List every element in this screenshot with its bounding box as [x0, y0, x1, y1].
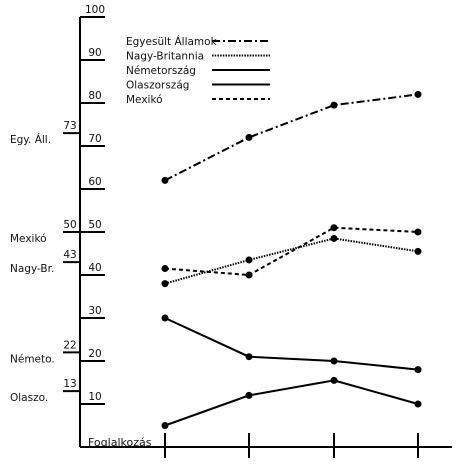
series-line-olaszorszag: [164, 379, 419, 427]
point-nemetorszag-1: [161, 314, 169, 322]
legend-label-nagy-britannia: Nagy-Britannia: [126, 51, 204, 63]
y-tick-label-10: 10: [88, 391, 101, 403]
series-line-mexiko: [164, 226, 419, 277]
point-mexiko-3: [330, 224, 338, 232]
y-tick-label-80: 80: [88, 90, 101, 102]
y-tick-label-30: 30: [88, 305, 101, 317]
legend-label-mexiko: Mexikó: [126, 94, 163, 106]
legend-label-olaszorszag: Olaszország: [126, 80, 189, 92]
axes: 10 20 30 40 50 60 70 80 90 100: [79, 4, 452, 458]
y-tick-label-20: 20: [88, 348, 101, 360]
point-egyesult-allamok-3: [330, 101, 338, 109]
left-marker-label-nemeto: Németo.: [10, 353, 55, 365]
left-marker-value-mexiko: 50: [63, 219, 76, 231]
point-nagy-britannia-4: [414, 247, 422, 255]
point-olaszorszag-2: [245, 391, 253, 399]
left-marker-value-egy-all: 73: [63, 120, 76, 132]
series-line-nagy-britannia: [164, 237, 419, 285]
point-nemetorszag-3: [330, 357, 338, 365]
point-nagy-britannia-1: [161, 280, 169, 288]
series-line-egyesult-allamok: [164, 93, 419, 182]
left-marker-value-nagy-br: 43: [63, 249, 76, 261]
point-olaszorszag-3: [330, 376, 338, 384]
series-line-nemetorszag: [164, 317, 419, 371]
y-tick-label-40: 40: [88, 262, 101, 274]
point-nagy-britannia-2: [245, 256, 253, 264]
left-marker-label-mexiko: Mexikó: [10, 233, 47, 245]
point-egyesult-allamok-1: [161, 176, 169, 184]
point-nemetorszag-2: [245, 353, 253, 361]
y-tick-label-50: 50: [88, 219, 101, 231]
point-olaszorszag-1: [161, 422, 169, 429]
point-egyesult-allamok-4: [414, 90, 422, 98]
legend-label-egyesult-allamok: Egyesült Államok: [126, 35, 218, 48]
series-group: [161, 90, 422, 429]
left-marker-value-olaszo: 13: [63, 378, 76, 390]
point-mexiko-2: [245, 271, 253, 279]
point-nemetorszag-4: [414, 366, 422, 374]
x-axis-label: Foglalkozás: [88, 436, 152, 449]
y-tick-label-60: 60: [88, 176, 101, 188]
y-tick-label-90: 90: [88, 47, 101, 59]
point-mexiko-4: [414, 228, 422, 236]
point-mexiko-1: [161, 265, 169, 273]
left-marker-value-nemeto: 22: [63, 339, 76, 351]
point-egyesult-allamok-2: [245, 133, 253, 141]
left-marker-label-egy-all: Egy. Áll.: [10, 133, 51, 146]
y-tick-label-70: 70: [88, 133, 101, 145]
left-marker-group: 73 Egy. Áll. 50 Mexikó 43 Nagy-Br. 22 Németo. 13…: [10, 120, 80, 404]
left-marker-label-olaszo: Olaszo.: [10, 392, 48, 404]
legend: Egyesült Államok Nagy-Britannia Németorszá…: [126, 35, 270, 106]
left-marker-label-nagy-br: Nagy-Br.: [10, 263, 54, 275]
point-nagy-britannia-3: [330, 234, 338, 242]
point-olaszorszag-4: [414, 400, 422, 408]
legend-label-nemetorszag: Németország: [126, 65, 196, 77]
y-tick-label-100: 100: [85, 4, 105, 16]
